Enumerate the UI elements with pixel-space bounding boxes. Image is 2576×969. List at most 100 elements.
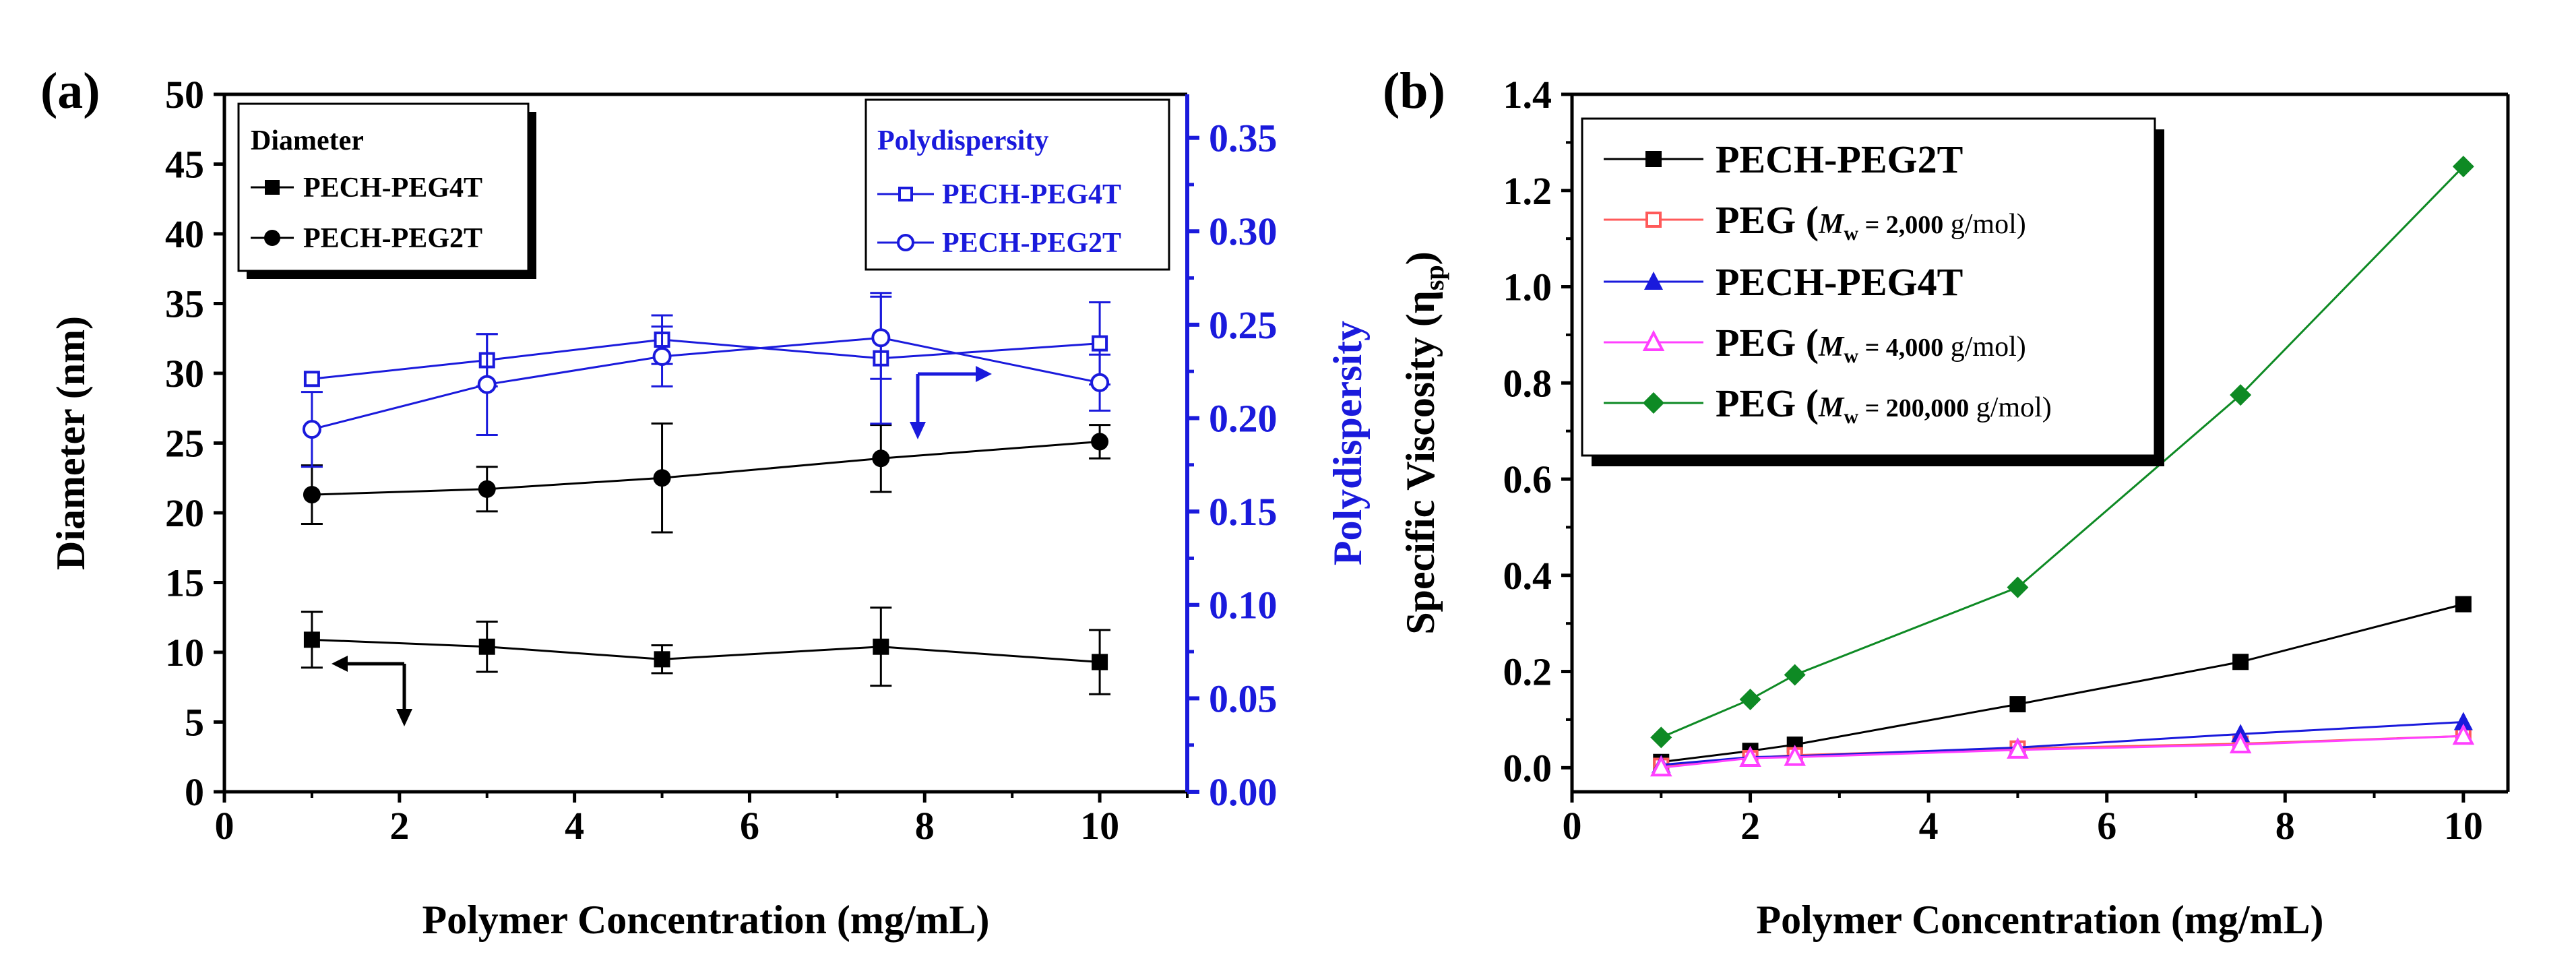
legend-label: PECH-PEG4T — [942, 179, 1121, 210]
data-point — [873, 638, 889, 655]
y2-tick-label: 0.35 — [1209, 117, 1278, 160]
arrow-head — [976, 366, 992, 382]
legend-marker — [265, 180, 280, 195]
y-tick-label: 20 — [165, 491, 204, 535]
legend-label: PECH-PEG4T — [303, 173, 482, 204]
data-point — [1650, 755, 1672, 777]
x-axis-title: Polymer Concentration (mg/mL) — [1756, 898, 2323, 942]
left-axis-arrow-icon — [332, 656, 412, 726]
data-point — [478, 480, 496, 498]
series-pech-peg4t-left — [301, 606, 1111, 695]
y-tick-label: 0.2 — [1503, 650, 1552, 694]
panel-a-diameter-polydispersity-chart: (a) 0 2 4 6 8 10 0 5 10 15 20 25 30 35 40 45 50 0.00 0.05 0.… — [40, 63, 1370, 942]
y-axis-title: Diameter (nm) — [49, 316, 93, 570]
y-tick-label: 5 — [185, 701, 204, 745]
data-point — [872, 449, 890, 468]
arrow-head — [396, 709, 412, 726]
y-tick-label: 45 — [165, 143, 204, 187]
data-point — [478, 638, 495, 655]
x-tick-label: 4 — [565, 804, 584, 848]
left-legend: Diameter PECH-PEG4T PECH-PEG2T — [237, 102, 536, 279]
data-point — [653, 469, 671, 487]
x-tick-label: 0 — [1563, 804, 1582, 848]
data-point — [1092, 335, 1108, 352]
series-line — [1661, 734, 2463, 769]
data-point — [2452, 723, 2475, 745]
series-line — [1660, 166, 2464, 739]
y-axis-title: Specific Viscosity (ηsp) — [1398, 251, 1449, 634]
legend-marker — [1642, 330, 1665, 351]
data-point — [1784, 745, 1807, 766]
legend-label: PECH-PEG2T — [942, 228, 1121, 259]
data-point — [1092, 654, 1108, 670]
legend-label: PECH-PEG2T — [303, 223, 482, 254]
series-pech-peg4t-right — [303, 292, 1111, 425]
y2-tick-label: 0.25 — [1209, 303, 1278, 347]
legend-box — [865, 98, 1170, 271]
panel-label: (a) — [40, 63, 100, 119]
y2-tick-label: 0.30 — [1209, 210, 1278, 253]
y-tick-label: 1.0 — [1503, 265, 1552, 309]
legend-label: PEG (Mw = 2,000 g/mol) — [1716, 198, 2026, 245]
data-point — [1090, 373, 1110, 392]
data-point — [2230, 384, 2252, 406]
series-4 — [1650, 723, 2475, 777]
panel-b-specific-viscosity-chart: (b) 0 2 4 6 8 10 0.0 0.2 0.4 0.6 0.8 1.0 1.2 1.4 Polyme… — [1383, 63, 2510, 942]
data-point — [1650, 726, 1672, 749]
series-line — [1661, 721, 2463, 766]
legend-marker — [1644, 272, 1663, 290]
right-axis-arrow-icon — [910, 366, 992, 439]
data-point — [303, 631, 320, 648]
x-tick-label: 6 — [2097, 804, 2116, 848]
y2-tick-label: 0.10 — [1209, 584, 1278, 627]
legend-title: Polydispersity — [877, 125, 1048, 156]
series-3 — [1652, 712, 2473, 774]
data-point — [2229, 732, 2252, 754]
legend-marker — [1645, 151, 1662, 167]
y-tick-label: 1.4 — [1503, 73, 1552, 117]
legend-label: PECH-PEG4T — [1716, 260, 1963, 304]
y-tick-label: 0.0 — [1503, 746, 1552, 790]
data-point — [2009, 696, 2026, 713]
y-tick-label: 25 — [165, 422, 204, 466]
y-tick-label: 15 — [165, 561, 204, 605]
y-tick-label: 0 — [185, 770, 204, 814]
legend-marker — [1643, 392, 1664, 414]
x-tick-label: 8 — [915, 804, 935, 848]
data-point — [2452, 156, 2474, 178]
series-line — [311, 440, 1100, 496]
data-point — [654, 651, 670, 668]
series-pech-peg2t-left — [301, 423, 1111, 534]
x-tick-label: 4 — [1919, 804, 1939, 848]
data-point — [303, 486, 321, 504]
right-legend: Polydispersity PECH-PEG4T PECH-PEG2T — [865, 98, 1170, 271]
x-tick-label: 2 — [389, 804, 409, 848]
x-tick-label: 10 — [1080, 804, 1119, 848]
legend-box — [1581, 117, 2156, 457]
y-tick-label: 40 — [165, 212, 204, 256]
series-pech-peg2t-right — [301, 295, 1111, 468]
y-tick-label: 10 — [165, 631, 204, 675]
y-tick-label: 50 — [165, 73, 204, 117]
data-point — [302, 420, 321, 439]
series-2 — [1653, 728, 2472, 774]
x-axis-title: Polymer Concentration (mg/mL) — [422, 898, 989, 942]
data-point — [2232, 654, 2249, 670]
data-point — [477, 375, 497, 394]
y-tick-label: 1.2 — [1503, 169, 1552, 213]
data-point — [1784, 664, 1806, 686]
data-point — [2455, 596, 2472, 613]
y2-tick-label: 0.15 — [1209, 490, 1278, 534]
data-point — [652, 346, 672, 366]
y-tick-label: 0.8 — [1503, 361, 1552, 405]
y-tick-label: 35 — [165, 282, 204, 326]
data-point — [2007, 737, 2029, 759]
series-5 — [1650, 156, 2474, 749]
y-tick-label: 30 — [165, 352, 204, 396]
data-point — [1739, 745, 1761, 768]
data-point — [1739, 688, 1761, 710]
x-tick-label: 8 — [2275, 804, 2295, 848]
series-line — [311, 638, 1100, 663]
y2-tick-label: 0.20 — [1209, 396, 1278, 440]
